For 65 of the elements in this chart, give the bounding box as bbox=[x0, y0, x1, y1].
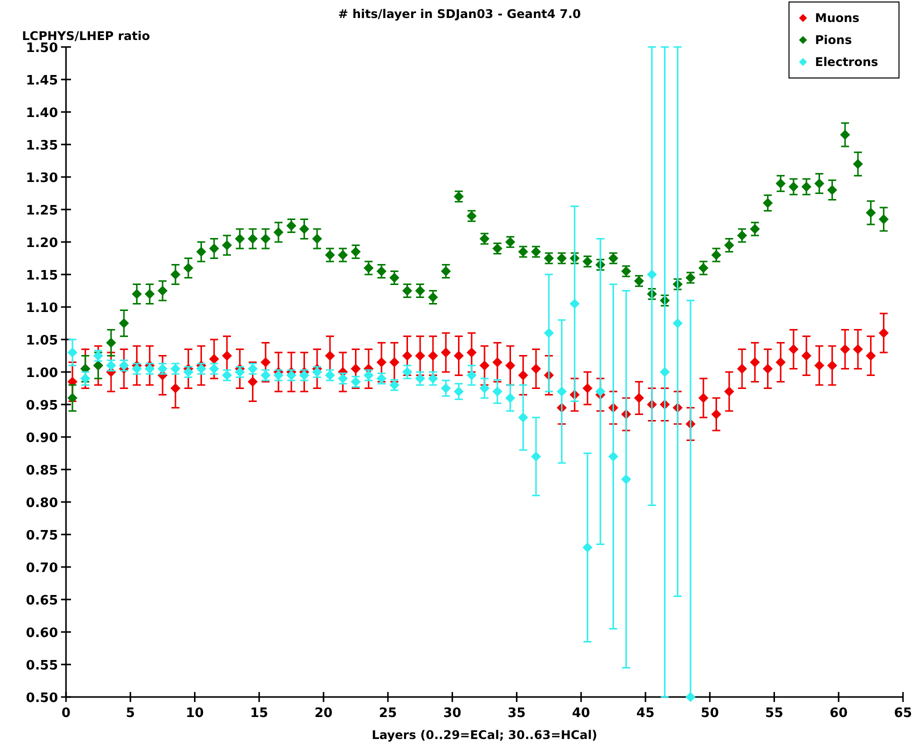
legend-label: Electrons bbox=[815, 55, 878, 69]
x-tick-label: 50 bbox=[700, 706, 719, 721]
y-tick-label: 1.05 bbox=[26, 334, 58, 348]
x-tick-label: 25 bbox=[378, 706, 397, 721]
point bbox=[608, 452, 618, 462]
point bbox=[660, 367, 670, 377]
x-tick-label: 20 bbox=[314, 706, 333, 721]
point bbox=[544, 328, 554, 338]
x-tick-label: 45 bbox=[636, 706, 655, 721]
y-tick-label: 0.80 bbox=[26, 496, 58, 511]
point bbox=[595, 386, 606, 396]
y-tick-label: 0.95 bbox=[26, 398, 58, 414]
x-tick-label: 15 bbox=[250, 706, 268, 721]
point bbox=[672, 318, 683, 328]
x-axis-title: Layers (0..29=ECal; 30..63=HCal) bbox=[372, 728, 598, 742]
point bbox=[402, 367, 412, 377]
point bbox=[646, 270, 657, 280]
y-tick-label: 1.10 bbox=[26, 301, 58, 316]
point bbox=[415, 374, 426, 384]
point bbox=[480, 383, 490, 394]
y-tick-label: 0.70 bbox=[26, 561, 58, 576]
x-tick-label: 10 bbox=[186, 706, 204, 721]
y-tick-label: 0.55 bbox=[26, 658, 58, 674]
x-tick-label: 30 bbox=[443, 706, 462, 721]
y-tick-label: 0.50 bbox=[26, 691, 58, 706]
y-tick-label: 1.35 bbox=[26, 138, 58, 154]
y-tick-label: 0.65 bbox=[26, 594, 58, 608]
y-tick-label: 1.20 bbox=[26, 236, 58, 251]
point bbox=[466, 370, 477, 380]
x-tick-label: 35 bbox=[508, 706, 526, 721]
point bbox=[67, 348, 78, 358]
y-tick-label: 1.45 bbox=[26, 74, 58, 88]
point bbox=[582, 542, 593, 552]
point bbox=[556, 386, 567, 396]
y-tick-label: 0.85 bbox=[26, 464, 58, 478]
point bbox=[492, 386, 502, 396]
point bbox=[518, 412, 528, 422]
chart-title: # hits/layer in SDJan03 - Geant4 7.0 bbox=[338, 7, 581, 21]
x-tick-label: 0 bbox=[61, 706, 71, 721]
y-tick-label: 1.25 bbox=[26, 204, 58, 218]
point bbox=[440, 383, 451, 394]
y-tick-label: 0.75 bbox=[26, 528, 58, 544]
point bbox=[570, 298, 580, 309]
point bbox=[686, 692, 696, 702]
point bbox=[454, 386, 464, 396]
x-tick-label: 60 bbox=[830, 706, 848, 721]
y-tick-label: 0.60 bbox=[26, 626, 58, 641]
x-tick-label: 40 bbox=[572, 706, 590, 721]
y-tick-label: 1.30 bbox=[26, 171, 58, 186]
y-tick-label: 1.40 bbox=[26, 106, 58, 121]
point bbox=[505, 393, 516, 403]
y-tick-label: 0.90 bbox=[26, 431, 58, 446]
x-tick-label: 55 bbox=[765, 706, 784, 721]
y-tick-label: 1.15 bbox=[26, 268, 58, 284]
point bbox=[531, 452, 542, 462]
x-tick-label: 65 bbox=[894, 706, 912, 721]
x-tick-label: 5 bbox=[126, 706, 135, 721]
point bbox=[80, 374, 90, 384]
y-axis-title: LCPHYS/LHEP ratio bbox=[22, 29, 150, 43]
y-tick-label: 1.50 bbox=[26, 41, 58, 56]
y-tick-label: 1.00 bbox=[26, 366, 58, 381]
legend-label: Pions bbox=[815, 33, 852, 47]
legend-label: Muons bbox=[815, 11, 860, 25]
point bbox=[621, 474, 632, 484]
point bbox=[428, 374, 438, 384]
